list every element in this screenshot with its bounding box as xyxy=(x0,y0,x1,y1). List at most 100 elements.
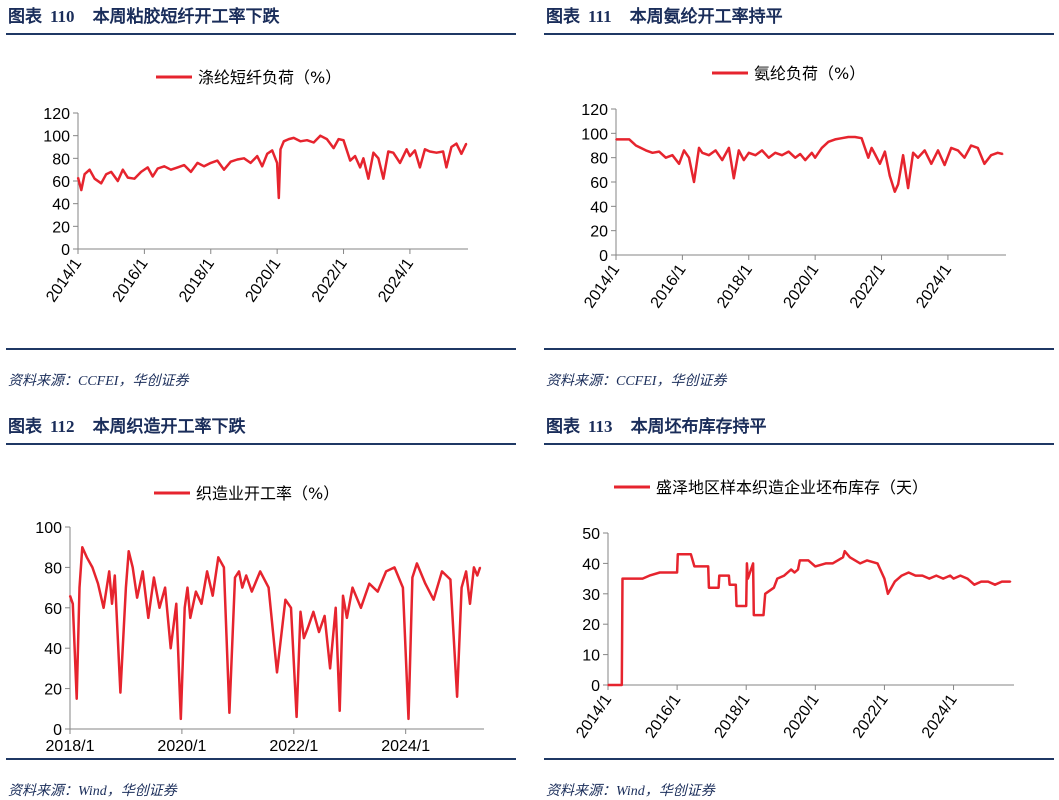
data-point xyxy=(745,605,747,607)
data-point xyxy=(671,154,674,156)
data-point xyxy=(949,574,951,577)
figure-title: 本周坯布库存持平 xyxy=(630,417,767,437)
panel-title: 图表 111 本周氨纶开工率持平 xyxy=(544,0,1054,35)
data-point xyxy=(688,156,690,159)
data-point xyxy=(318,631,320,633)
y-tick-label: 20 xyxy=(582,617,600,634)
data-point xyxy=(351,586,354,589)
x-tick-label: 2024/1 xyxy=(381,738,430,755)
data-point xyxy=(874,153,876,155)
y-tick-label: 0 xyxy=(591,678,600,695)
x-tick-label: 2018/1 xyxy=(46,738,95,755)
x-tick-label: 2016/1 xyxy=(110,255,152,305)
data-point xyxy=(170,168,172,171)
chart-panel-112: 图表 112 本周织造开工率下跌 织造业开工率（%） 0 20 40 60 80 100 2018… xyxy=(6,410,516,800)
data-point xyxy=(683,149,685,152)
data-point xyxy=(217,556,220,559)
data-point xyxy=(849,556,851,559)
data-point xyxy=(840,137,843,139)
data-point xyxy=(799,153,801,155)
data-point xyxy=(793,571,796,574)
data-point xyxy=(88,168,91,171)
legend-label: 盛泽地区样本织造企业坯布库存（天） xyxy=(656,478,928,497)
data-point xyxy=(267,586,270,589)
data-point xyxy=(479,566,481,569)
data-point xyxy=(183,164,185,166)
x-tick-label: 2020/1 xyxy=(780,261,822,311)
data-point xyxy=(133,177,136,180)
data-point xyxy=(186,586,189,589)
figure-number: 112 xyxy=(50,417,75,436)
data-point xyxy=(701,152,704,154)
data-point xyxy=(804,159,806,161)
y-tick-label: 0 xyxy=(53,722,62,739)
data-point xyxy=(735,583,737,586)
data-point xyxy=(385,570,387,573)
y-tick-label: 20 xyxy=(52,219,70,236)
data-point xyxy=(774,152,777,154)
data-point xyxy=(100,182,102,185)
y-tick-label: 0 xyxy=(61,242,70,259)
data-point xyxy=(307,627,309,629)
data-point xyxy=(156,167,159,170)
data-point xyxy=(827,141,830,143)
data-point xyxy=(276,162,278,164)
y-tick-label: 100 xyxy=(581,126,608,143)
data-point xyxy=(411,576,414,579)
data-point xyxy=(887,593,889,595)
data-point xyxy=(392,151,395,154)
data-point xyxy=(814,565,817,568)
data-point xyxy=(200,603,203,605)
data-point xyxy=(206,570,208,573)
data-point xyxy=(641,577,644,580)
y-tick-label: 20 xyxy=(44,682,62,699)
data-point xyxy=(469,603,471,605)
data-point xyxy=(743,159,745,161)
data-point xyxy=(342,594,344,597)
data-point xyxy=(424,582,427,585)
data-point xyxy=(236,158,239,161)
data-point xyxy=(180,718,182,720)
x-tick-label: 2022/1 xyxy=(847,261,889,311)
divider xyxy=(6,348,516,350)
data-point xyxy=(249,162,252,164)
data-point xyxy=(399,162,401,164)
data-point xyxy=(959,574,962,577)
data-point xyxy=(80,189,83,191)
data-point xyxy=(176,166,179,169)
line-chart: 涤纶短纤负荷（%） 0 20 40 60 80 100 120 2014/1 2016/1 2018… xyxy=(43,68,468,305)
data-point xyxy=(372,151,375,154)
data-point xyxy=(883,577,886,580)
data-point xyxy=(147,617,150,619)
data-point xyxy=(81,546,84,548)
data-point xyxy=(764,593,766,595)
data-point xyxy=(747,577,749,580)
data-point xyxy=(278,197,280,199)
data-point xyxy=(773,586,775,589)
data-point xyxy=(980,580,982,583)
data-point xyxy=(935,574,938,577)
data-point xyxy=(158,607,161,609)
panel-title: 图表 110 本周粘胶短纤开工率下跌 xyxy=(6,0,516,35)
data-point xyxy=(445,166,448,169)
data-point xyxy=(983,163,986,165)
data-point xyxy=(243,157,245,160)
data-point xyxy=(367,177,370,180)
data-point xyxy=(952,577,955,580)
data-point xyxy=(429,150,431,153)
source-note: 资料来源：Wind，华创证券 xyxy=(546,784,715,799)
x-tick-label: 2020/1 xyxy=(242,255,284,305)
data-point xyxy=(790,568,792,571)
data-point xyxy=(164,586,166,589)
line-chart: 氨纶负荷（%） 0 20 40 60 80 100 120 2014/1 2016/1 2018/1… xyxy=(581,64,1006,311)
y-tick-label: 40 xyxy=(582,556,600,573)
data-point xyxy=(77,176,79,179)
y-tick-label: 10 xyxy=(582,648,600,665)
data-point xyxy=(821,147,823,149)
y-tick-label: 40 xyxy=(52,197,70,214)
data-point xyxy=(393,566,396,569)
data-point xyxy=(728,147,730,149)
data-point xyxy=(295,716,298,718)
data-point xyxy=(288,138,290,140)
data-point xyxy=(465,570,467,573)
